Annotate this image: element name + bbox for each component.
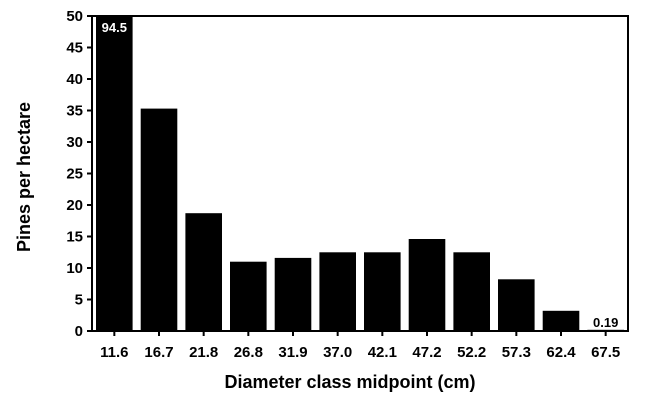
y-tick-label: 40 [66,71,83,88]
bar-26.8 [230,261,267,331]
x-tick-label: 47.2 [412,344,441,361]
y-tick-label: 5 [75,292,83,309]
y-tick-label: 15 [66,229,83,246]
x-tick-label: 11.6 [100,344,128,361]
x-tick-label: 31.9 [278,344,307,361]
x-tick-label: 57.3 [502,344,531,361]
bar-31.9 [274,257,312,331]
y-tick-label: 45 [66,40,83,57]
x-tick-label: 67.5 [591,344,620,361]
x-tick-label: 21.8 [189,344,218,361]
y-tick-label: 25 [66,166,83,183]
bar-11.6 [96,16,133,331]
bar-42.1 [364,252,401,332]
bar-62.4 [542,310,580,331]
bar-52.2 [453,252,490,332]
y-tick-label: 35 [66,103,83,120]
bar-47.2 [408,239,446,331]
x-tick-label: 52.2 [457,344,486,361]
bar-57.3 [498,279,535,331]
data-label: 94.5 [102,20,127,35]
x-axis-title: Diameter class midpoint (cm) [224,372,475,392]
x-tick-label: 62.4 [546,344,576,361]
bar-21.8 [185,213,222,331]
y-tick-label: 10 [66,260,83,277]
y-axis-title: Pines per hectare [14,102,34,252]
y-tick-label: 20 [66,197,83,214]
x-tick-label: 42.1 [368,344,397,361]
y-tick-label: 0 [75,323,83,340]
x-tick-label: 37.0 [323,344,352,361]
x-tick-label: 26.8 [234,344,263,361]
data-label: 0.19 [593,315,618,330]
x-tick-label: 16.7 [144,344,173,361]
plot-frame [91,15,629,332]
bar-37.0 [319,252,356,332]
bar-16.7 [140,108,178,331]
y-tick-label: 50 [66,8,83,25]
plot-area: 11.6 16.7 21.8 26.8 31.9 37.0 42.1 47.2 52.2 57.3… [66,8,629,361]
y-tick-label: 30 [66,134,83,151]
